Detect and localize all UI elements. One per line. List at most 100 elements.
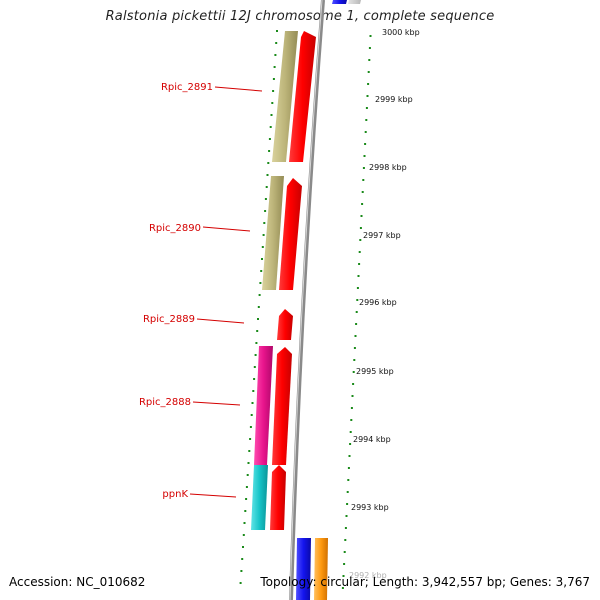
- gc-skew-dot: [269, 126, 272, 128]
- gc-skew-dot: [256, 330, 259, 332]
- tick-label-2995: 2995 kbp: [356, 367, 394, 376]
- gc-content-dot: [357, 275, 360, 277]
- tick-label-2992: 2992 kbp: [349, 571, 387, 580]
- gc-skew-dot: [250, 414, 253, 416]
- gc-skew-dot: [240, 570, 243, 572]
- gc-content-dot: [343, 551, 346, 553]
- gc-content-dot: [368, 47, 371, 49]
- gc-skew-dot: [257, 306, 260, 308]
- gc-content-dot: [343, 563, 346, 565]
- gc-skew-dot: [253, 378, 256, 380]
- gc-skew-dot: [249, 438, 252, 440]
- gc-content-dot: [361, 191, 364, 193]
- gc-content-dot: [362, 179, 365, 181]
- gc-skew-dot: [261, 246, 264, 248]
- gc-skew-dot: [257, 318, 259, 320]
- gc-skew-dot: [267, 162, 270, 164]
- gc-skew-dot: [246, 474, 249, 476]
- gc-content-dot: [344, 539, 347, 541]
- gc-content-dot: [355, 311, 358, 313]
- gc-content-dot: [350, 419, 353, 421]
- gc-skew-dot: [242, 546, 244, 548]
- gc-content-track: [341, 35, 372, 589]
- gene-label-rpic-2888[interactable]: Rpic_2888: [139, 397, 191, 408]
- gc-content-dot: [352, 371, 355, 373]
- gene-rpic-2891-bar[interactable]: [272, 31, 298, 162]
- cds-arrow-3[interactable]: [277, 309, 293, 340]
- gc-skew-dot: [268, 138, 271, 140]
- gc-skew-dot: [249, 426, 252, 428]
- gc-content-dot: [349, 443, 352, 445]
- gc-content-dot: [347, 467, 350, 469]
- gc-skew-dot: [260, 270, 263, 272]
- gene-rpic-2890-bar[interactable]: [262, 176, 284, 290]
- gc-content-dot: [353, 359, 356, 361]
- gc-content-dot: [365, 119, 368, 121]
- top-blue-feature[interactable]: [332, 0, 347, 4]
- gc-content-dot: [356, 299, 359, 301]
- gc-skew-dot: [251, 402, 254, 404]
- gene-label-rpic-2891[interactable]: Rpic_2891: [161, 82, 213, 93]
- cds-arrow-2[interactable]: [279, 178, 302, 290]
- gc-content-dot: [353, 347, 356, 349]
- cds-arrow-4[interactable]: [272, 347, 292, 465]
- bottom-orange-feature[interactable]: [314, 538, 328, 600]
- gc-content-dot: [347, 479, 350, 481]
- sequence-backbone: [289, 0, 325, 600]
- gene-label-rpic-2889[interactable]: Rpic_2889: [143, 314, 195, 325]
- gc-skew-dot: [255, 342, 258, 344]
- tick-label-2998: 2998 kbp: [369, 163, 407, 172]
- gc-content-dot: [360, 215, 363, 217]
- gc-skew-dot: [274, 54, 277, 56]
- gc-skew-dot: [271, 102, 274, 104]
- gc-content-dot: [359, 239, 362, 241]
- gene-ppnk-bar[interactable]: [251, 465, 268, 530]
- tick-label-3000: 3000 kbp: [382, 28, 420, 37]
- tick-label-2996: 2996 kbp: [359, 298, 397, 307]
- leader-rpic-2890: [202, 226, 251, 232]
- gc-content-dot: [358, 251, 361, 253]
- gc-skew-dot: [253, 366, 256, 368]
- cds-arrow-5[interactable]: [270, 465, 286, 530]
- tick-label-2994: 2994 kbp: [353, 435, 391, 444]
- gc-content-dot: [365, 107, 368, 109]
- gc-skew-dot: [272, 90, 275, 92]
- gc-skew-track: [239, 30, 278, 584]
- gene-rpic-2888-bar[interactable]: [254, 346, 273, 465]
- gc-skew-dot: [261, 258, 263, 260]
- gc-skew-dot: [272, 78, 275, 80]
- gc-skew-dot: [273, 66, 276, 68]
- gc-skew-dot: [252, 390, 255, 392]
- gc-content-dot: [352, 383, 355, 385]
- gc-content-dot: [363, 155, 366, 157]
- gc-content-dot: [364, 143, 367, 145]
- gc-content-dot: [341, 587, 344, 589]
- gc-skew-dot: [243, 522, 246, 524]
- leader-rpic-2889: [196, 318, 245, 324]
- gc-skew-dot: [258, 294, 261, 296]
- topology-summary: Topology: circular; Length: 3,942,557 bp…: [260, 575, 590, 589]
- gc-content-dot: [349, 431, 352, 433]
- gene-label-rpic-2890[interactable]: Rpic_2890: [149, 223, 201, 234]
- gene-label-ppnk[interactable]: ppnK: [162, 489, 188, 500]
- bottom-blue-feature[interactable]: [296, 538, 311, 600]
- gc-content-dot: [345, 515, 348, 517]
- gc-skew-dot: [264, 210, 267, 212]
- cds-arrow-1[interactable]: [289, 31, 316, 162]
- gc-content-dot: [359, 227, 362, 229]
- gc-content-dot: [358, 263, 361, 265]
- sequence-backbone-highlight: [289, 0, 323, 600]
- gc-content-dot: [354, 335, 357, 337]
- gc-skew-dot: [265, 186, 268, 188]
- gc-content-dot: [362, 167, 365, 169]
- gc-skew-dot: [244, 510, 247, 512]
- accession-text: Accession: NC_010682: [9, 575, 146, 589]
- gc-content-dot: [348, 455, 351, 457]
- gc-content-dot: [367, 71, 370, 73]
- gc-skew-dot: [276, 30, 278, 32]
- gc-skew-dot: [248, 450, 251, 452]
- gc-skew-dot: [268, 150, 271, 152]
- leader-rpic-2888: [192, 401, 241, 406]
- gc-skew-dot: [247, 462, 250, 464]
